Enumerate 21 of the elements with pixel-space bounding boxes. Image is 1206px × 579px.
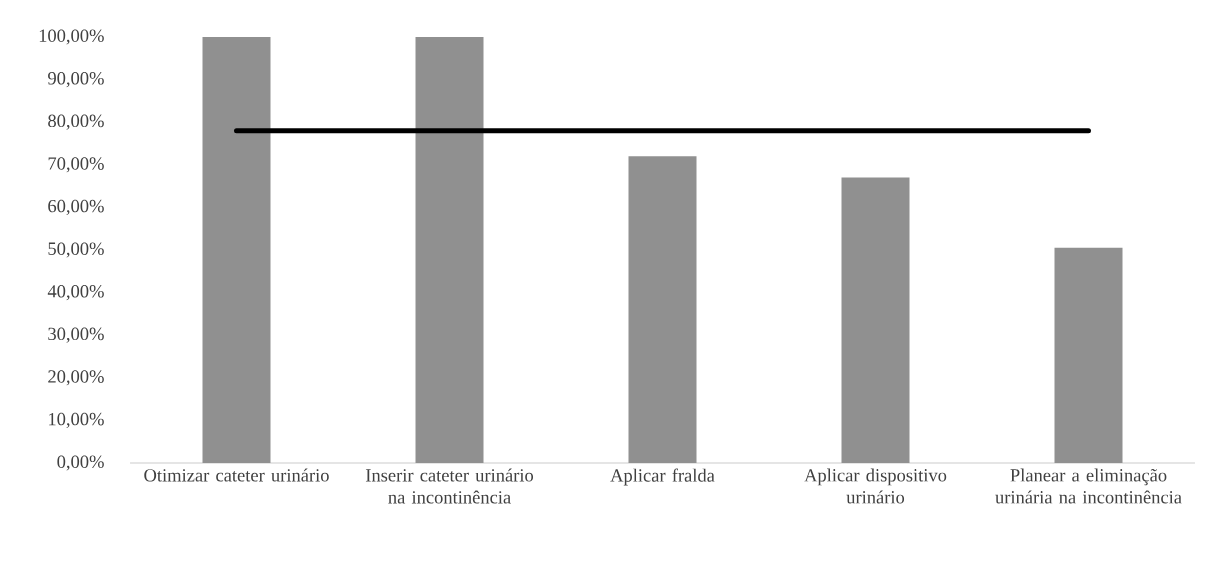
bar — [628, 156, 697, 463]
y-tick-label: 30,00% — [48, 327, 104, 343]
y-tick-label: 80,00% — [48, 114, 104, 130]
y-tick-label: 60,00% — [48, 199, 104, 215]
y-tick-label: 40,00% — [47, 285, 104, 301]
y-tick-label: 0,00% — [57, 455, 104, 471]
bar — [415, 37, 484, 463]
bar — [1054, 247, 1123, 463]
y-tick-label: 50,00% — [48, 242, 104, 258]
x-tick-label: Planear a eliminação urinária na incontinência — [995, 468, 1182, 504]
x-tick-label: Aplicar fralda — [610, 468, 715, 486]
y-tick-label: 10,00% — [49, 412, 104, 428]
x-tick-label: Otimizar cateter urinário — [144, 468, 329, 482]
bar — [202, 37, 271, 463]
x-tick-label: Aplicar dispositivo urinário — [804, 468, 947, 504]
y-tick-label: 90,00% — [48, 72, 104, 88]
y-tick-label: 20,00% — [48, 370, 104, 386]
y-tick-label: 100,00% — [39, 29, 104, 45]
bar — [841, 177, 910, 463]
x-tick-label: Inserir cateter urinário na incontinência — [365, 468, 534, 504]
y-tick-label: 70,00% — [48, 157, 104, 173]
